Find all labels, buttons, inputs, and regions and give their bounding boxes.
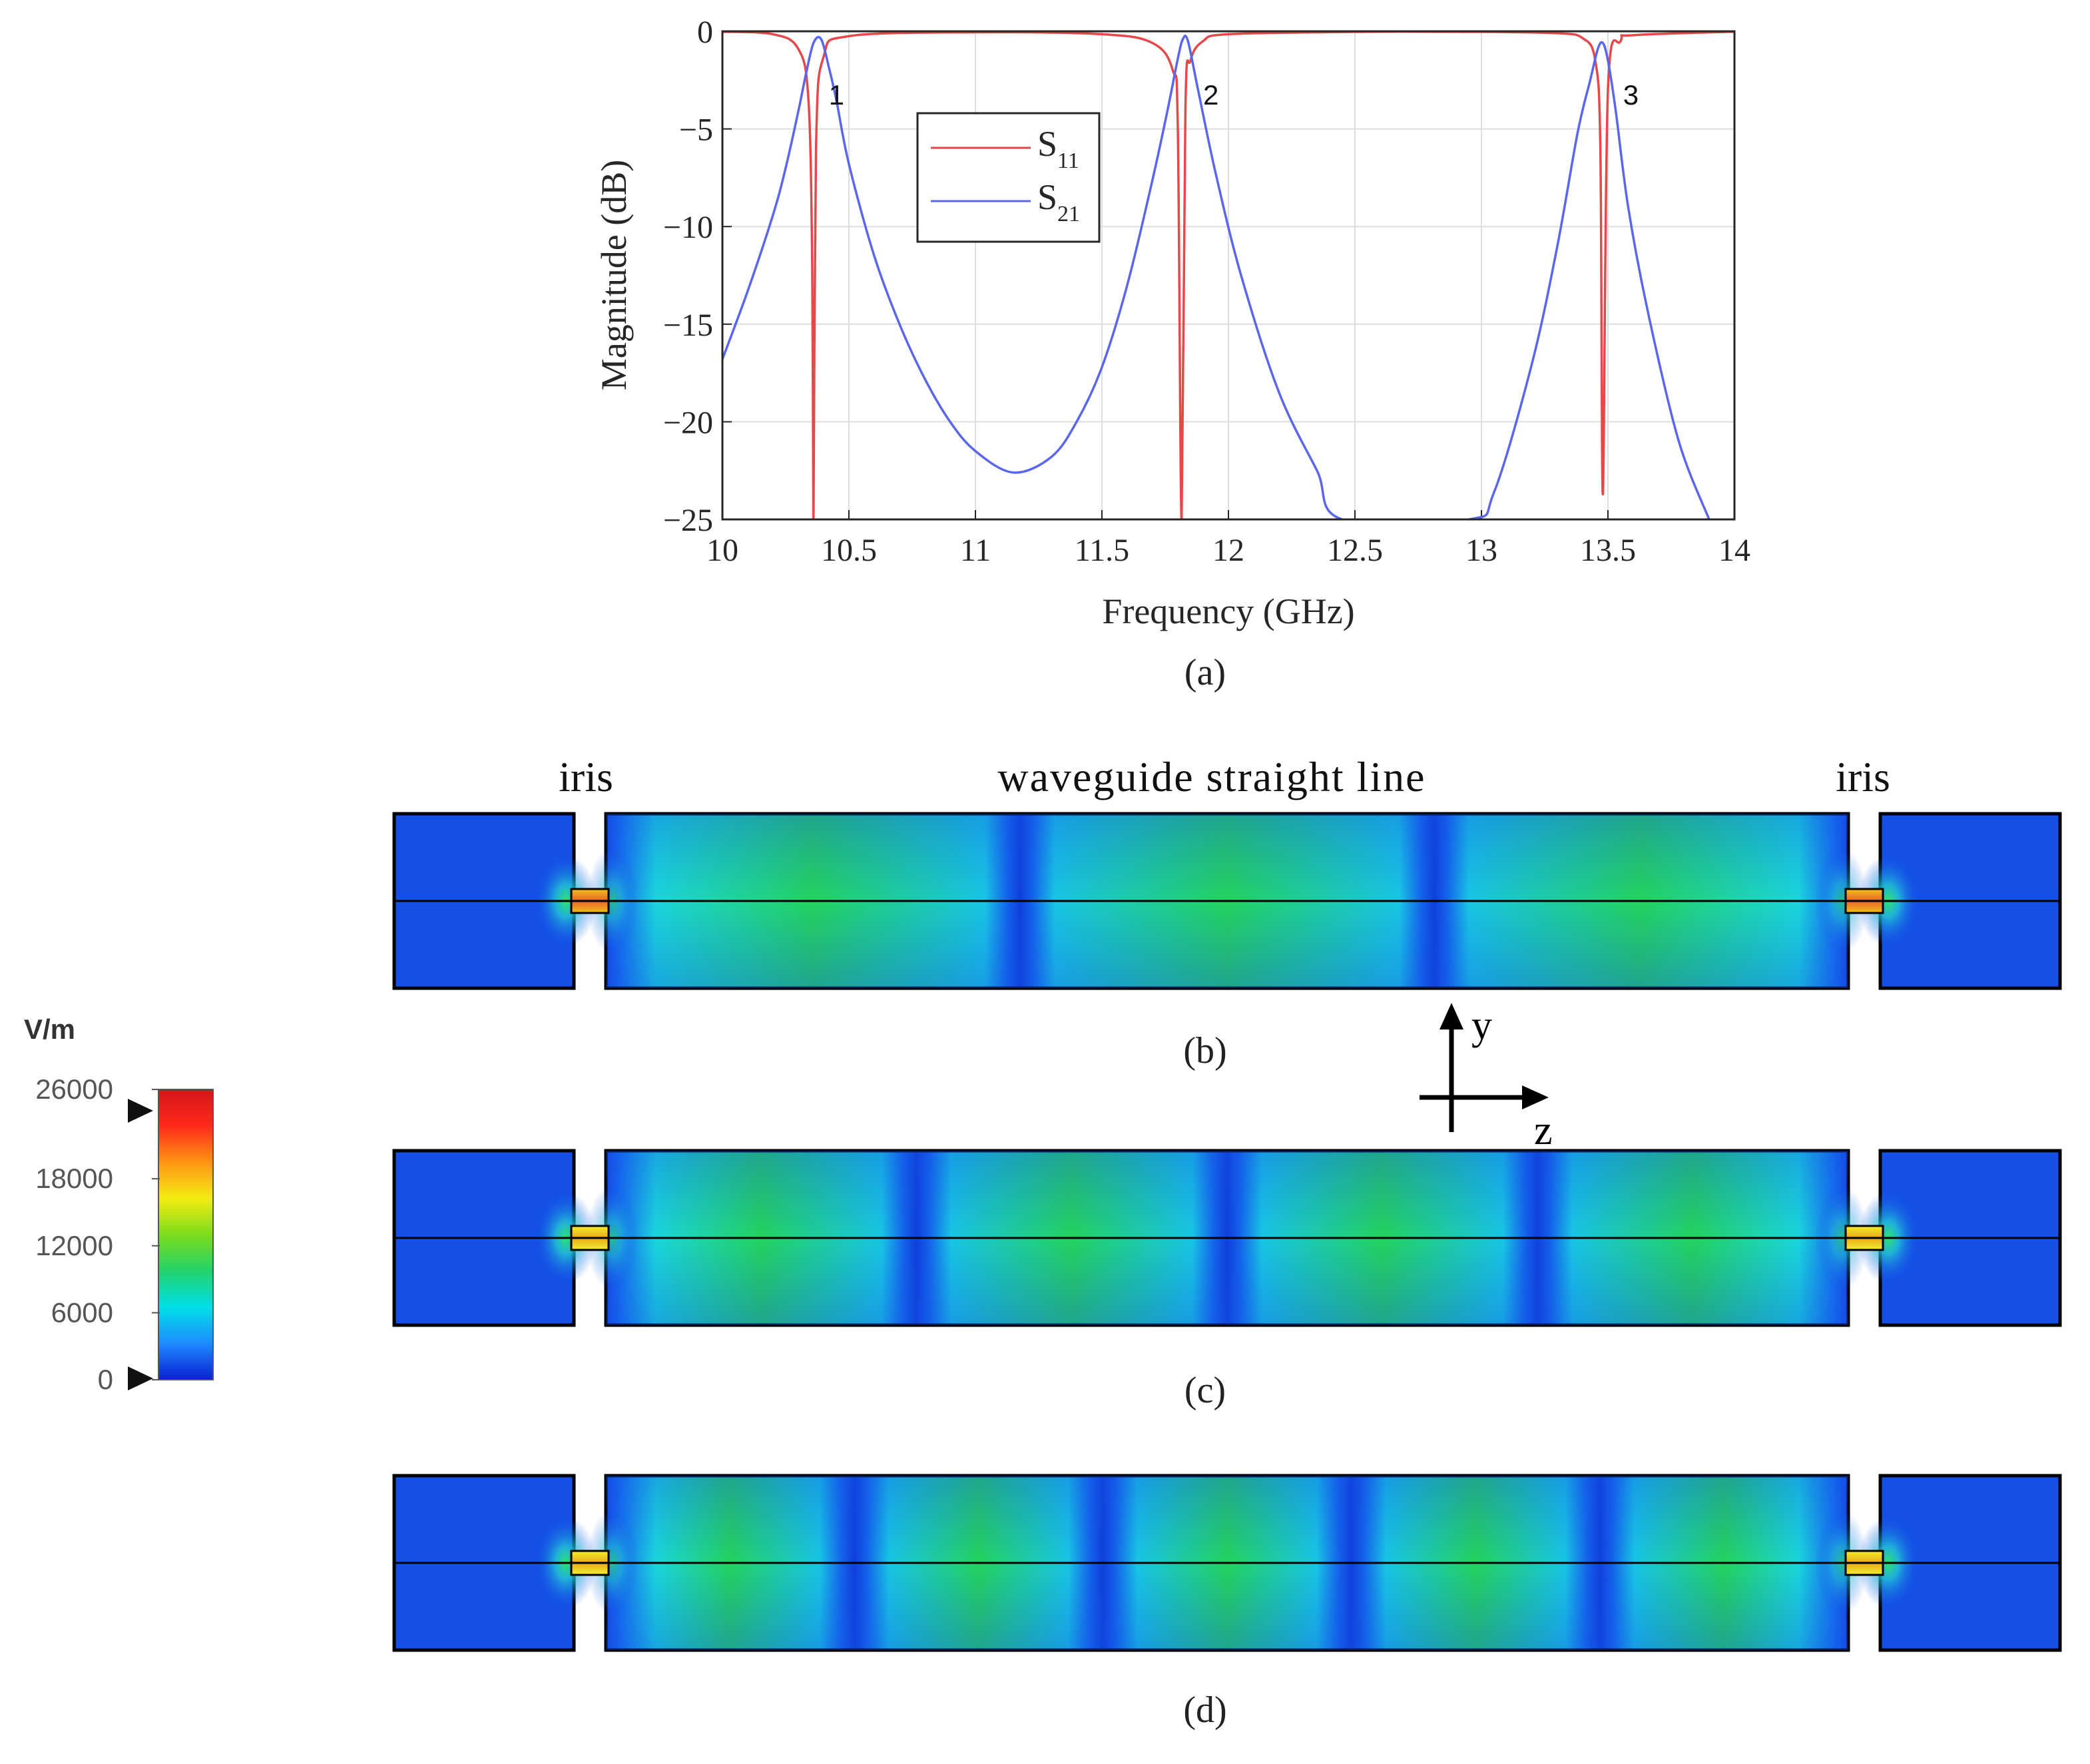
colorbar-ticks: 26000 18000 12000 6000 0	[35, 1073, 160, 1395]
x-tick-label: 10.5	[821, 533, 877, 568]
series-layer	[722, 31, 1734, 519]
peak-annotations: 1 2 3	[829, 79, 1639, 111]
legend-label-s11: S11	[1037, 124, 1079, 173]
x-tick-label: 14	[1718, 533, 1750, 568]
legend-s21-base: S	[1037, 177, 1057, 217]
series-line-s21	[722, 35, 1710, 519]
colorbar-unit: V/m	[24, 1014, 75, 1045]
legend-box	[916, 112, 1101, 243]
colorbar-min-marker-icon	[128, 1366, 153, 1390]
x-tick-label: 10	[706, 533, 738, 568]
colorbar-tick-label: 6000	[51, 1297, 113, 1328]
y-tick-label: −5	[679, 113, 713, 148]
y-axis-letter: y	[1471, 1003, 1492, 1048]
label-iris-left: iris	[559, 753, 613, 800]
x-tick-label: 11	[960, 533, 991, 568]
x-tick-label: 13	[1465, 533, 1497, 568]
colorbar-max-marker-icon	[128, 1099, 153, 1123]
x-tick-label: 12.5	[1327, 533, 1383, 568]
y-tick-label: −15	[663, 308, 713, 343]
peak-label-1: 1	[829, 79, 844, 111]
coordinate-axes-glyph: y z	[1420, 1003, 1553, 1153]
s-parameter-chart: 10 10.5 11 11.5 12 12.5 13 13.5 14 0−5−10−15−20−…	[594, 15, 1750, 631]
x-axis-label: Frequency (GHz)	[1102, 591, 1354, 631]
y-arrowhead	[1439, 1003, 1463, 1029]
series-line-s11	[722, 31, 1734, 519]
z-arrowhead	[1522, 1085, 1549, 1109]
caption-d: (d)	[1183, 1689, 1226, 1731]
x-tick-labels: 10 10.5 11 11.5 12 12.5 13 13.5 14	[706, 533, 1750, 568]
caption-a: (a)	[1184, 652, 1226, 693]
colorbar-gradient	[158, 1089, 214, 1380]
legend-s11-base: S	[1037, 124, 1057, 164]
x-tick-label: 13.5	[1580, 533, 1636, 568]
caption-b: (b)	[1183, 1030, 1226, 1071]
plot-frame	[721, 30, 1736, 521]
y-tick-label: −25	[663, 503, 713, 538]
x-tick-label: 12	[1212, 533, 1244, 568]
legend-s21-sub: 21	[1057, 202, 1080, 226]
label-iris-right: iris	[1836, 753, 1890, 800]
y-axis-label: Magnitude (dB)	[594, 160, 634, 390]
label-waveguide-straight-line: waveguide straight line	[997, 753, 1426, 800]
colorbar-tick-label: 0	[98, 1364, 113, 1395]
z-axis-letter: z	[1534, 1108, 1553, 1153]
y-tick-labels: 0 −5 −10 −15 −20 −25	[663, 15, 713, 538]
y-tick-label: −10	[663, 210, 713, 245]
caption-c: (c)	[1184, 1370, 1226, 1411]
colorbar-tick-label: 12000	[35, 1230, 113, 1261]
peak-label-2: 2	[1203, 79, 1218, 111]
legend-s11-sub: 11	[1057, 148, 1079, 173]
legend: S11 S21	[916, 112, 1101, 243]
field-panel-b	[392, 812, 2062, 990]
y-tick-label: 0	[697, 15, 713, 50]
x-tick-label: 11.5	[1075, 533, 1129, 568]
y-tick-label: −20	[663, 405, 713, 440]
field-colorbar: V/m 26000 18000 12000 6000 0	[24, 1014, 214, 1395]
colorbar-tick-label: 18000	[35, 1163, 113, 1194]
colorbar-tick-label: 26000	[35, 1073, 113, 1105]
field-panel-c	[392, 1149, 2062, 1327]
legend-label-s21: S21	[1037, 177, 1080, 226]
field-panel-d	[392, 1474, 2062, 1652]
peak-label-3: 3	[1623, 79, 1639, 111]
